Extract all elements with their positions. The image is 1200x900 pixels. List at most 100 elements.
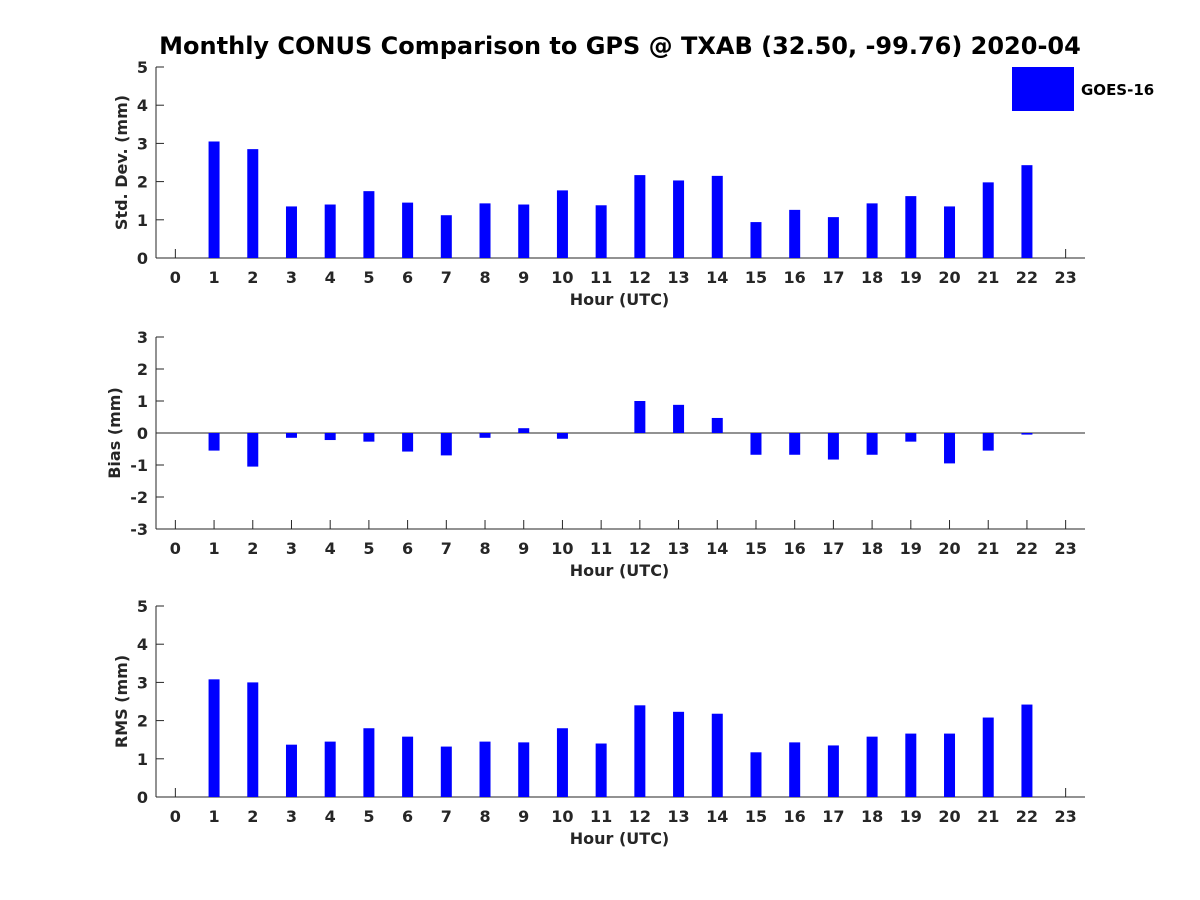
x-tick-label: 19 xyxy=(900,539,922,558)
bar-hour-4 xyxy=(324,204,336,258)
x-tick-label: 10 xyxy=(551,268,573,287)
x-tick-label: 14 xyxy=(706,539,728,558)
x-tick-label: 16 xyxy=(784,268,806,287)
x-tick-label: 7 xyxy=(441,268,452,287)
x-tick-label: 6 xyxy=(402,807,413,826)
x-tick-label: 16 xyxy=(784,807,806,826)
y-tick-label: -3 xyxy=(130,520,148,539)
bar-hour-2 xyxy=(247,682,259,797)
x-tick-label: 13 xyxy=(667,539,689,558)
bar-hour-1 xyxy=(208,679,220,797)
bar-hour-22 xyxy=(1021,165,1033,258)
legend: GOES-16 xyxy=(1012,67,1154,111)
x-tick-label: 21 xyxy=(977,268,999,287)
x-tick-label: 1 xyxy=(208,539,219,558)
bar-hour-3 xyxy=(285,433,297,438)
bar-hour-1 xyxy=(208,141,220,258)
x-tick-label: 22 xyxy=(1016,807,1038,826)
x-tick-label: 17 xyxy=(822,807,844,826)
bar-hour-17 xyxy=(827,745,839,797)
x-tick-label: 8 xyxy=(479,268,490,287)
bar-hour-3 xyxy=(285,206,297,258)
bar-hour-22 xyxy=(1021,704,1033,797)
bar-hour-9 xyxy=(518,428,530,433)
x-tick-label: 9 xyxy=(518,539,529,558)
bar-hour-10 xyxy=(556,433,568,439)
bar-hour-8 xyxy=(479,203,491,258)
x-tick-label: 14 xyxy=(706,807,728,826)
y-tick-label: 5 xyxy=(137,597,148,616)
bar-hour-5 xyxy=(363,191,375,258)
x-tick-label: 0 xyxy=(170,268,181,287)
x-tick-label: 17 xyxy=(822,268,844,287)
x-tick-label: 3 xyxy=(286,268,297,287)
x-tick-label: 12 xyxy=(629,539,651,558)
x-tick-label: 4 xyxy=(325,539,336,558)
bar-hour-10 xyxy=(556,190,568,258)
x-axis-label: Hour (UTC) xyxy=(570,561,670,580)
bar-hour-19 xyxy=(905,433,917,442)
x-tick-label: 15 xyxy=(745,539,767,558)
bar-hour-14 xyxy=(711,713,723,797)
bar-hour-4 xyxy=(324,741,336,797)
bar-hour-16 xyxy=(789,433,801,455)
legend-swatch xyxy=(1012,67,1074,111)
x-tick-label: 23 xyxy=(1055,807,1077,826)
y-tick-label: 1 xyxy=(137,392,148,411)
bar-hour-16 xyxy=(789,742,801,797)
bar-hour-18 xyxy=(866,736,878,797)
y-axis-label: RMS (mm) xyxy=(112,655,131,748)
bar-hour-16 xyxy=(789,209,801,258)
bar-hour-18 xyxy=(866,433,878,455)
x-tick-label: 18 xyxy=(861,539,883,558)
bar-hour-15 xyxy=(750,222,762,258)
bar-hour-10 xyxy=(556,728,568,797)
x-tick-label: 20 xyxy=(938,268,960,287)
bar-hour-20 xyxy=(944,733,956,797)
bar-hour-5 xyxy=(363,433,375,442)
x-tick-label: 6 xyxy=(402,539,413,558)
x-tick-label: 2 xyxy=(247,268,258,287)
y-tick-label: 5 xyxy=(137,58,148,77)
x-tick-label: 3 xyxy=(286,807,297,826)
x-tick-label: 21 xyxy=(977,807,999,826)
bar-hour-11 xyxy=(595,205,607,258)
x-tick-label: 11 xyxy=(590,807,612,826)
x-tick-label: 14 xyxy=(706,268,728,287)
x-tick-label: 17 xyxy=(822,539,844,558)
bar-hour-15 xyxy=(750,752,762,797)
y-tick-label: 2 xyxy=(137,360,148,379)
chart-title: Monthly CONUS Comparison to GPS @ TXAB (… xyxy=(159,32,1081,60)
x-tick-label: 1 xyxy=(208,807,219,826)
y-tick-label: 3 xyxy=(137,134,148,153)
x-tick-label: 10 xyxy=(551,539,573,558)
y-tick-label: -2 xyxy=(130,488,148,507)
bar-hour-13 xyxy=(673,180,685,258)
x-tick-label: 22 xyxy=(1016,268,1038,287)
x-tick-label: 4 xyxy=(325,268,336,287)
x-axis-label: Hour (UTC) xyxy=(570,290,670,309)
x-tick-label: 11 xyxy=(590,539,612,558)
y-tick-label: 2 xyxy=(137,712,148,731)
y-axis-label: Bias (mm) xyxy=(105,387,124,479)
x-tick-label: 16 xyxy=(784,539,806,558)
x-tick-label: 1 xyxy=(208,268,219,287)
x-tick-label: 0 xyxy=(170,807,181,826)
x-tick-label: 12 xyxy=(629,807,651,826)
x-tick-label: 5 xyxy=(363,539,374,558)
bar-hour-9 xyxy=(518,742,530,797)
y-tick-label: 0 xyxy=(137,424,148,443)
bar-hour-20 xyxy=(944,433,956,464)
bar-hour-4 xyxy=(324,433,336,441)
bar-hour-9 xyxy=(518,204,530,258)
y-tick-label: 2 xyxy=(137,173,148,192)
x-tick-label: 21 xyxy=(977,539,999,558)
x-tick-label: 9 xyxy=(518,807,529,826)
bar-hour-21 xyxy=(982,433,994,451)
x-tick-label: 8 xyxy=(479,539,490,558)
bar-hour-8 xyxy=(479,741,491,797)
bar-hour-12 xyxy=(634,705,646,797)
x-tick-label: 5 xyxy=(363,268,374,287)
